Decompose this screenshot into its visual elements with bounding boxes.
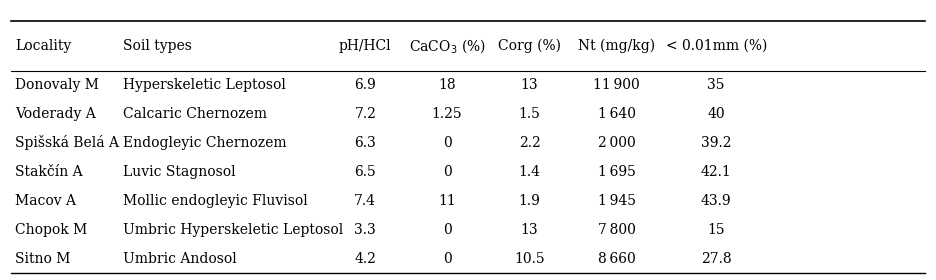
- Text: 6.5: 6.5: [355, 165, 376, 179]
- Text: 0: 0: [443, 223, 451, 237]
- Text: Corg (%): Corg (%): [498, 39, 561, 53]
- Text: 7 800: 7 800: [598, 223, 636, 237]
- Text: 1 640: 1 640: [598, 107, 636, 121]
- Text: 42.1: 42.1: [701, 165, 732, 179]
- Text: 3.3: 3.3: [355, 223, 376, 237]
- Text: Locality: Locality: [15, 39, 72, 53]
- Text: 43.9: 43.9: [701, 194, 732, 208]
- Text: 11: 11: [438, 194, 456, 208]
- Text: Endogleyic Chernozem: Endogleyic Chernozem: [123, 136, 286, 150]
- Text: 1 695: 1 695: [598, 165, 636, 179]
- Text: 0: 0: [443, 252, 451, 266]
- Text: Umbric Hyperskeletic Leptosol: Umbric Hyperskeletic Leptosol: [123, 223, 343, 237]
- Text: Donovaly M: Donovaly M: [15, 78, 99, 92]
- Text: 1 945: 1 945: [598, 194, 636, 208]
- Text: Stakčín A: Stakčín A: [15, 165, 83, 179]
- Text: 27.8: 27.8: [701, 252, 732, 266]
- Text: 1.9: 1.9: [519, 194, 540, 208]
- Text: Mollic endogleyic Fluvisol: Mollic endogleyic Fluvisol: [123, 194, 307, 208]
- Text: Spišská Belá A: Spišská Belá A: [15, 136, 120, 150]
- Text: Nt (mg/kg): Nt (mg/kg): [578, 39, 655, 53]
- Text: 35: 35: [708, 78, 725, 92]
- Text: 0: 0: [443, 136, 451, 150]
- Text: Hyperskeletic Leptosol: Hyperskeletic Leptosol: [123, 78, 285, 92]
- Text: Sitno M: Sitno M: [15, 252, 71, 266]
- Text: 1.5: 1.5: [519, 107, 540, 121]
- Text: Macov A: Macov A: [15, 194, 77, 208]
- Text: Luvic Stagnosol: Luvic Stagnosol: [123, 165, 235, 179]
- Text: Chopok M: Chopok M: [15, 223, 88, 237]
- Text: 6.3: 6.3: [355, 136, 376, 150]
- Text: pH/HCl: pH/HCl: [339, 39, 391, 53]
- Text: 7.2: 7.2: [355, 107, 376, 121]
- Text: < 0.01mm (%): < 0.01mm (%): [665, 39, 767, 53]
- Text: 4.2: 4.2: [355, 252, 376, 266]
- Text: 10.5: 10.5: [514, 252, 545, 266]
- Text: 1.25: 1.25: [431, 107, 462, 121]
- Text: 13: 13: [520, 223, 538, 237]
- Text: 15: 15: [708, 223, 725, 237]
- Text: 40: 40: [708, 107, 725, 121]
- Text: 6.9: 6.9: [355, 78, 376, 92]
- Text: 2 000: 2 000: [598, 136, 636, 150]
- Text: 1.4: 1.4: [519, 165, 541, 179]
- Text: Soil types: Soil types: [123, 39, 192, 53]
- Text: 18: 18: [438, 78, 456, 92]
- Text: Voderady A: Voderady A: [15, 107, 96, 121]
- Text: CaCO$_3$ (%): CaCO$_3$ (%): [409, 37, 486, 55]
- Text: 8 660: 8 660: [598, 252, 636, 266]
- Text: 39.2: 39.2: [701, 136, 732, 150]
- Text: 11 900: 11 900: [593, 78, 640, 92]
- Text: 2.2: 2.2: [519, 136, 540, 150]
- Text: Calcaric Chernozem: Calcaric Chernozem: [123, 107, 267, 121]
- Text: 7.4: 7.4: [355, 194, 376, 208]
- Text: 0: 0: [443, 165, 451, 179]
- Text: 13: 13: [520, 78, 538, 92]
- Text: Umbric Andosol: Umbric Andosol: [123, 252, 237, 266]
